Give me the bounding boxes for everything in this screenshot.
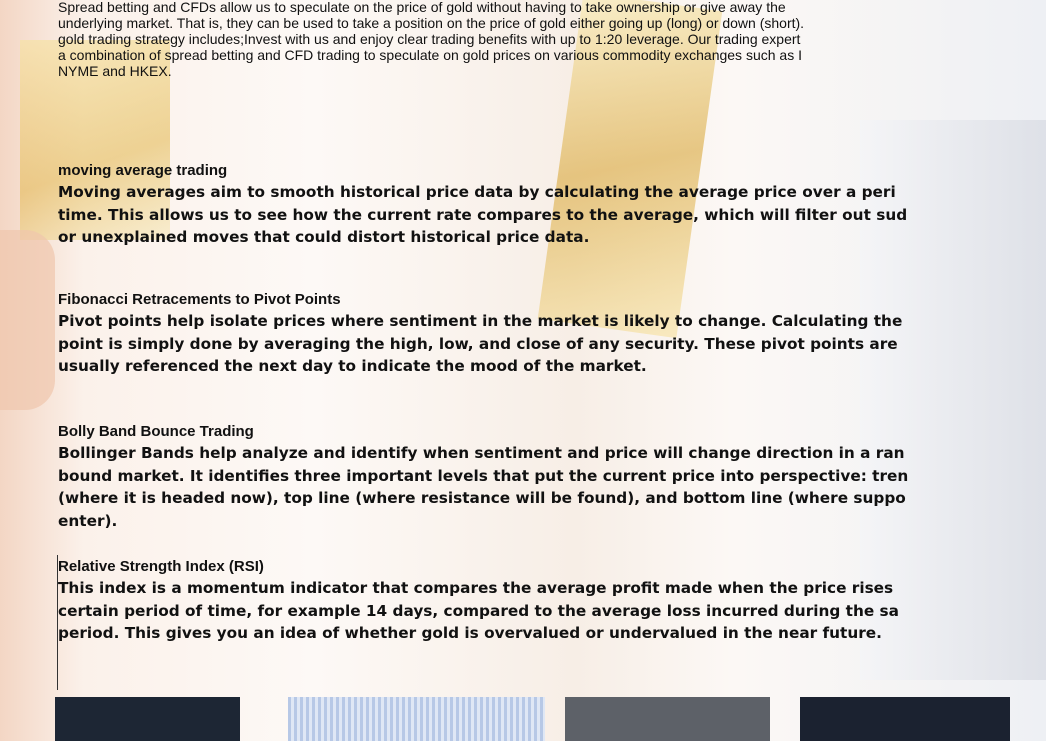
section-line: certain period of time, for example 14 d… <box>58 602 899 620</box>
edge-line <box>57 555 58 690</box>
section-line: Pivot points help isolate prices where s… <box>58 312 902 330</box>
sleeve <box>565 697 770 741</box>
section-line: point is simply done by averaging the hi… <box>58 335 898 353</box>
section-heading: Bolly Band Bounce Trading <box>58 423 254 440</box>
intro-line: Spread betting and CFDs allow us to spec… <box>58 0 786 15</box>
sleeve <box>288 697 545 741</box>
hand <box>0 230 55 410</box>
page: Spread betting and CFDs allow us to spec… <box>0 0 1046 741</box>
sleeve <box>800 697 1010 741</box>
section-line: or unexplained moves that could distort … <box>58 228 589 246</box>
sleeve <box>55 697 240 741</box>
section-line: time. This allows us to see how the curr… <box>58 206 907 224</box>
intro-line: a combination of spread betting and CFD … <box>58 47 802 63</box>
section-line: This index is a momentum indicator that … <box>58 579 893 597</box>
section-heading: moving average trading <box>58 162 227 179</box>
intro-line: NYME and HKEX. <box>58 63 172 79</box>
section-line: Moving averages aim to smooth historical… <box>58 183 896 201</box>
intro-line: underlying market. That is, they can be … <box>58 15 804 31</box>
section-line: enter). <box>58 512 117 530</box>
section-heading: Relative Strength Index (RSI) <box>58 558 264 575</box>
section-line: usually referenced the next day to indic… <box>58 357 647 375</box>
section-line: Bollinger Bands help analyze and identif… <box>58 444 905 462</box>
section-line: (where it is headed now), top line (wher… <box>58 489 906 507</box>
intro-line: gold trading strategy includes;Invest wi… <box>58 31 800 47</box>
section-line: bound market. It identifies three import… <box>58 467 908 485</box>
section-line: period. This gives you an idea of whethe… <box>58 624 882 642</box>
section-heading: Fibonacci Retracements to Pivot Points <box>58 291 341 308</box>
